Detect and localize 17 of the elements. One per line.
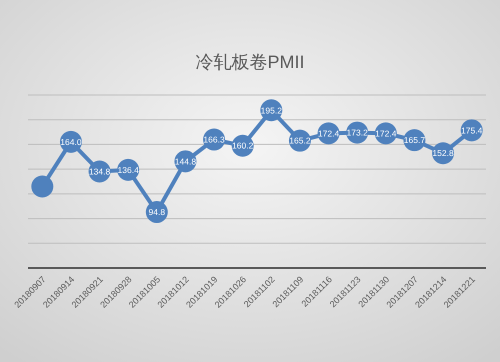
- data-label: 172.4: [375, 128, 397, 138]
- data-label: 165.7: [404, 135, 426, 146]
- data-label: 164.0: [60, 136, 82, 147]
- data-label: 94.8: [148, 207, 166, 218]
- data-label: 165.2: [289, 136, 311, 146]
- data-label: 136.4: [118, 164, 140, 175]
- data-label: 152.8: [432, 148, 454, 158]
- data-label: 160.2: [232, 140, 254, 151]
- data-label: 144.8: [174, 156, 196, 166]
- data-label: 134.8: [88, 166, 110, 176]
- chart-title: 冷轧板卷PMII: [195, 52, 305, 72]
- point: [31, 175, 54, 198]
- data-label: 172.4: [318, 128, 340, 138]
- data-label: 195.2: [260, 105, 282, 116]
- data-label: 175.4: [461, 125, 483, 136]
- data-label: 173.2: [346, 128, 368, 138]
- data-label: 166.3: [203, 134, 225, 145]
